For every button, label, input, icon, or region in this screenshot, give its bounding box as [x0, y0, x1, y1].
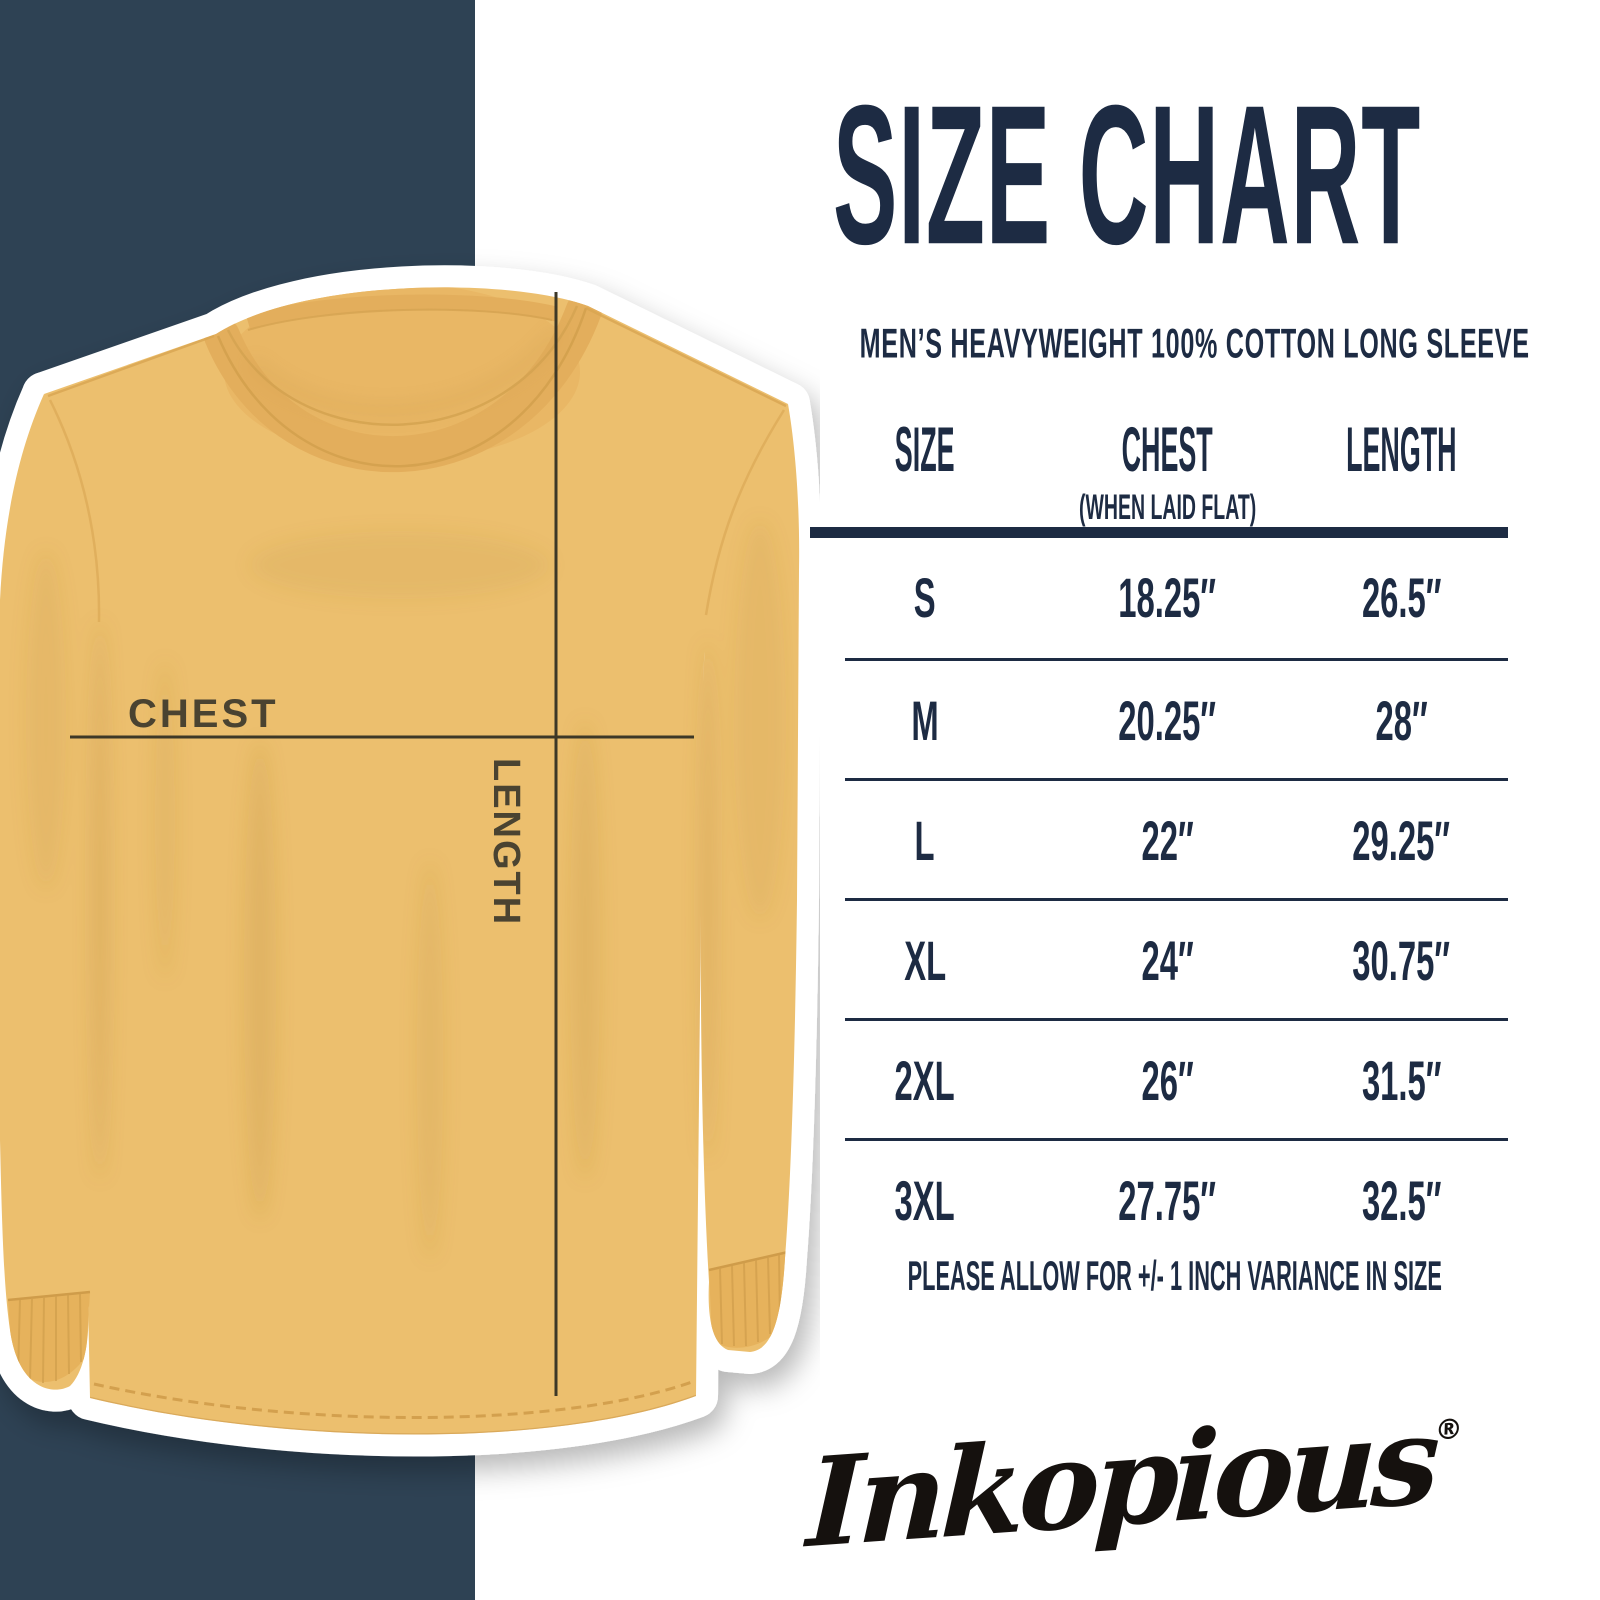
row-length: 26.5″ — [1361, 566, 1442, 630]
chest-measure-label: CHEST — [128, 692, 279, 736]
row-chest: 20.25″ — [1118, 689, 1217, 753]
column-header-chest: CHEST (WHEN LAID FLAT) — [1040, 408, 1295, 528]
table-row: M 20.25″ 28″ — [810, 661, 1508, 781]
row-length: 30.75″ — [1352, 929, 1451, 993]
size-table-header: SIZE CHEST (WHEN LAID FLAT) LENGTH — [810, 408, 1508, 528]
row-divider — [845, 778, 1508, 781]
chest-column-sublabel: (WHEN LAID FLAT) — [1078, 488, 1257, 528]
row-divider — [845, 1018, 1508, 1021]
table-row: 2XL 26″ 31.5″ — [810, 1021, 1508, 1141]
product-subtitle: MEN’S HEAVYWEIGHT 100% COTTON LONG SLEEV… — [702, 320, 1529, 374]
table-row: S 18.25″ 26.5″ — [810, 538, 1508, 658]
row-size: XL — [904, 929, 946, 993]
brand-logo-text: Inkopious® — [804, 1329, 1466, 1600]
size-table: SIZE CHEST (WHEN LAID FLAT) LENGTH S 18.… — [810, 408, 1508, 1268]
row-length: 32.5″ — [1361, 1169, 1442, 1233]
row-divider — [845, 1138, 1508, 1141]
product-subtitle-text: MEN’S HEAVYWEIGHT 100% COTTON LONG SLEEV… — [859, 320, 1530, 367]
row-size: S — [914, 566, 936, 630]
row-size: L — [914, 809, 936, 873]
row-size: 2XL — [894, 1049, 956, 1113]
row-divider — [845, 898, 1508, 901]
row-size: 3XL — [894, 1169, 956, 1233]
row-length: 28″ — [1375, 689, 1428, 753]
length-measure-label: LENGTH — [485, 758, 527, 926]
row-chest: 18.25″ — [1118, 566, 1217, 630]
right-cuff — [708, 1250, 789, 1348]
table-row: XL 24″ 30.75″ — [810, 901, 1508, 1021]
column-header-size: SIZE — [810, 408, 1040, 526]
brand-logo: Inkopious® — [735, 1352, 1535, 1576]
page-title-text: SIZE CHART — [832, 65, 1422, 287]
table-row: L 22″ 29.25″ — [810, 781, 1508, 901]
header-rule — [810, 527, 1508, 538]
row-length: 29.25″ — [1352, 809, 1451, 873]
fabric-wrinkles — [26, 520, 786, 1260]
variance-note: PLEASE ALLOW FOR +/- 1 INCH VARIANCE IN … — [770, 1252, 1570, 1305]
collar — [204, 287, 602, 473]
row-chest: 26″ — [1141, 1049, 1194, 1113]
row-divider — [845, 658, 1508, 661]
left-cuff — [7, 1290, 91, 1384]
chest-column-label: CHEST — [1121, 414, 1214, 485]
size-column-label: SIZE — [895, 414, 955, 485]
row-chest: 22″ — [1141, 809, 1194, 873]
row-chest: 24″ — [1141, 929, 1194, 993]
registered-trademark-icon: ® — [1434, 1411, 1464, 1448]
seams — [47, 306, 787, 623]
table-row: 3XL 27.75″ 32.5″ — [810, 1141, 1508, 1261]
shirt-body — [0, 287, 800, 1435]
brand-logo-word: Inkopious — [804, 1386, 1437, 1576]
measurement-overlay: CHEST LENGTH — [70, 292, 694, 1396]
length-column-label: LENGTH — [1346, 414, 1457, 485]
row-chest: 27.75″ — [1118, 1169, 1217, 1233]
hem-stitching — [89, 1380, 697, 1435]
variance-note-text: PLEASE ALLOW FOR +/- 1 INCH VARIANCE IN … — [907, 1252, 1442, 1299]
row-length: 31.5″ — [1361, 1049, 1442, 1113]
shirt-photo: CHEST LENGTH — [0, 265, 820, 1457]
row-size: M — [911, 689, 939, 753]
page-title: SIZE CHART — [727, 66, 1527, 294]
column-header-length: LENGTH — [1295, 408, 1508, 526]
